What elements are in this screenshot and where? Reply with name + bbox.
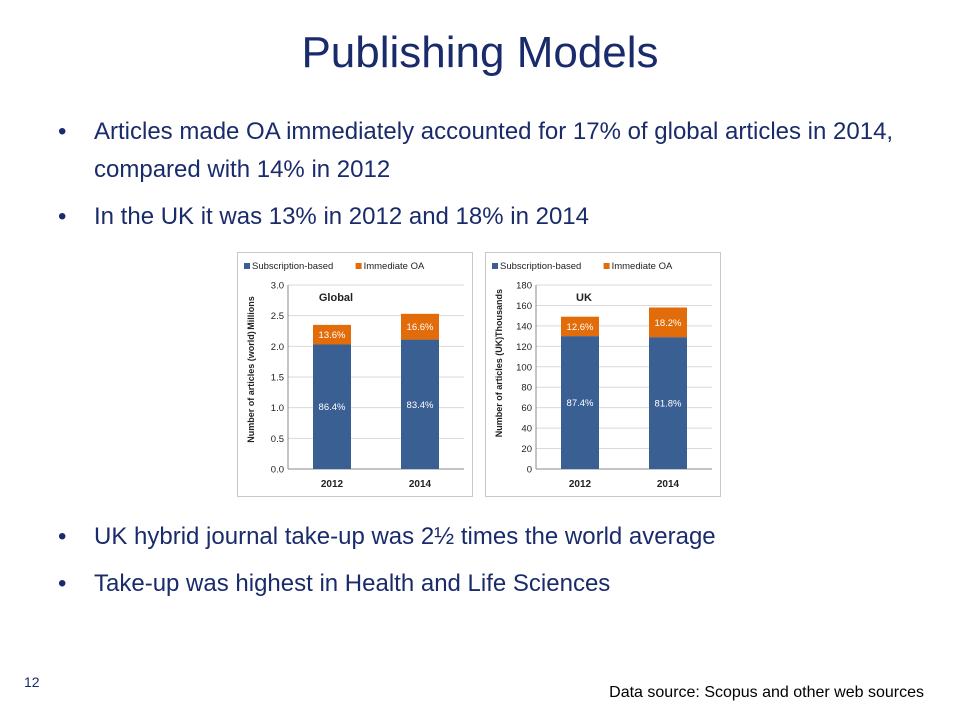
bullet-text: Articles made OA immediately accounted f… — [94, 118, 894, 183]
bullet-marker: • — [58, 203, 67, 230]
bullet-item: • Take-up was highest in Health and Life … — [58, 565, 898, 603]
legend-label: Subscription-based — [252, 261, 333, 272]
data-label: 18.2% — [655, 318, 682, 329]
y-tick-label: 1.5 — [271, 373, 284, 384]
y-tick-label: 80 — [521, 383, 532, 394]
data-label: 13.6% — [319, 330, 346, 341]
y-tick-label: 160 — [516, 301, 532, 312]
y-tick-label: 3.0 — [271, 281, 284, 292]
subscription-bar — [561, 336, 599, 469]
bottom-bullet-list: • UK hybrid journal take-up was 2½ times … — [58, 518, 898, 612]
y-tick-label: 0.0 — [271, 465, 284, 476]
x-tick-label: 2012 — [569, 479, 592, 490]
bullet-item: • UK hybrid journal take-up was 2½ times … — [58, 518, 898, 556]
bullet-marker: • — [58, 570, 67, 597]
legend-swatch — [244, 263, 250, 269]
bullet-text: UK hybrid journal take-up was 2½ times t… — [94, 523, 716, 550]
legend-label: Subscription-based — [500, 261, 581, 272]
y-tick-label: 0 — [527, 465, 532, 476]
legend-swatch — [492, 263, 498, 269]
oa-bar — [313, 324, 351, 345]
legend-swatch — [603, 263, 610, 269]
data-label: 16.6% — [407, 322, 434, 333]
subscription-bar — [649, 337, 687, 469]
bullet-marker: • — [58, 523, 67, 550]
slide-title: Publishing Models — [301, 28, 659, 77]
y-axis-label: Number of articles (world) — [246, 331, 256, 443]
y-tick-label: 2.5 — [271, 311, 284, 322]
chart-title: UK — [576, 292, 592, 304]
top-bullet-list: • Articles made OA immediately accounted … — [58, 113, 898, 245]
oa-bar — [649, 307, 687, 338]
global-chart-panel: Subscription-based Immediate OA 0.0 0.5 1.0 1… — [237, 252, 473, 497]
y-tick-label: 0.5 — [271, 434, 284, 445]
global-articles-chart: Subscription-based Immediate OA 0.0 0.5 1.0 1… — [244, 261, 464, 490]
y-tick-label: 180 — [516, 281, 532, 292]
oa-bar — [561, 316, 599, 337]
chart-title: Global — [319, 292, 353, 304]
y-tick-label: 40 — [521, 424, 532, 435]
oa-bar — [401, 313, 439, 340]
y-tick-label: 140 — [516, 321, 532, 332]
bullet-text: In the UK it was 13% in 2012 and 18% in … — [94, 203, 589, 230]
y-axis-unit-label: Thousands — [494, 289, 504, 337]
bullet-item: • Articles made OA immediately accounted … — [58, 113, 898, 189]
legend-swatch — [355, 263, 362, 269]
page-number: 12 — [24, 674, 40, 690]
y-tick-label: 120 — [516, 342, 532, 353]
uk-articles-chart: Subscription-based Immediate OA 0 20 40 60 80 1… — [492, 261, 712, 490]
y-axis-label: Number of articles (UK) — [494, 337, 504, 438]
x-tick-label: 2014 — [409, 479, 432, 490]
x-tick-label: 2012 — [321, 479, 344, 490]
data-source-note: Data source: Scopus and other web source… — [609, 684, 924, 701]
bullet-item: • In the UK it was 13% in 2012 and 18% in… — [58, 198, 898, 236]
y-tick-label: 2.0 — [271, 342, 284, 353]
data-label: 83.4% — [407, 400, 434, 411]
bullet-text: Take-up was highest in Health and Life S… — [94, 570, 611, 597]
y-tick-label: 100 — [516, 362, 532, 373]
data-label: 87.4% — [567, 398, 594, 409]
y-tick-label: 60 — [521, 403, 532, 414]
subscription-bar — [401, 339, 439, 469]
data-label: 81.8% — [655, 399, 682, 410]
uk-chart-panel: Subscription-based Immediate OA 0 20 40 60 80 1… — [485, 252, 721, 497]
y-tick-label: 20 — [521, 444, 532, 455]
legend-label: Immediate OA — [612, 261, 673, 272]
data-label: 86.4% — [319, 402, 346, 413]
subscription-bar — [313, 344, 351, 469]
data-label: 12.6% — [567, 322, 594, 333]
y-tick-label: 1.0 — [271, 403, 284, 414]
x-tick-label: 2014 — [657, 479, 680, 490]
y-axis-unit-label: Millions — [246, 296, 256, 330]
bullet-marker: • — [58, 118, 67, 145]
legend-label: Immediate OA — [364, 261, 425, 272]
